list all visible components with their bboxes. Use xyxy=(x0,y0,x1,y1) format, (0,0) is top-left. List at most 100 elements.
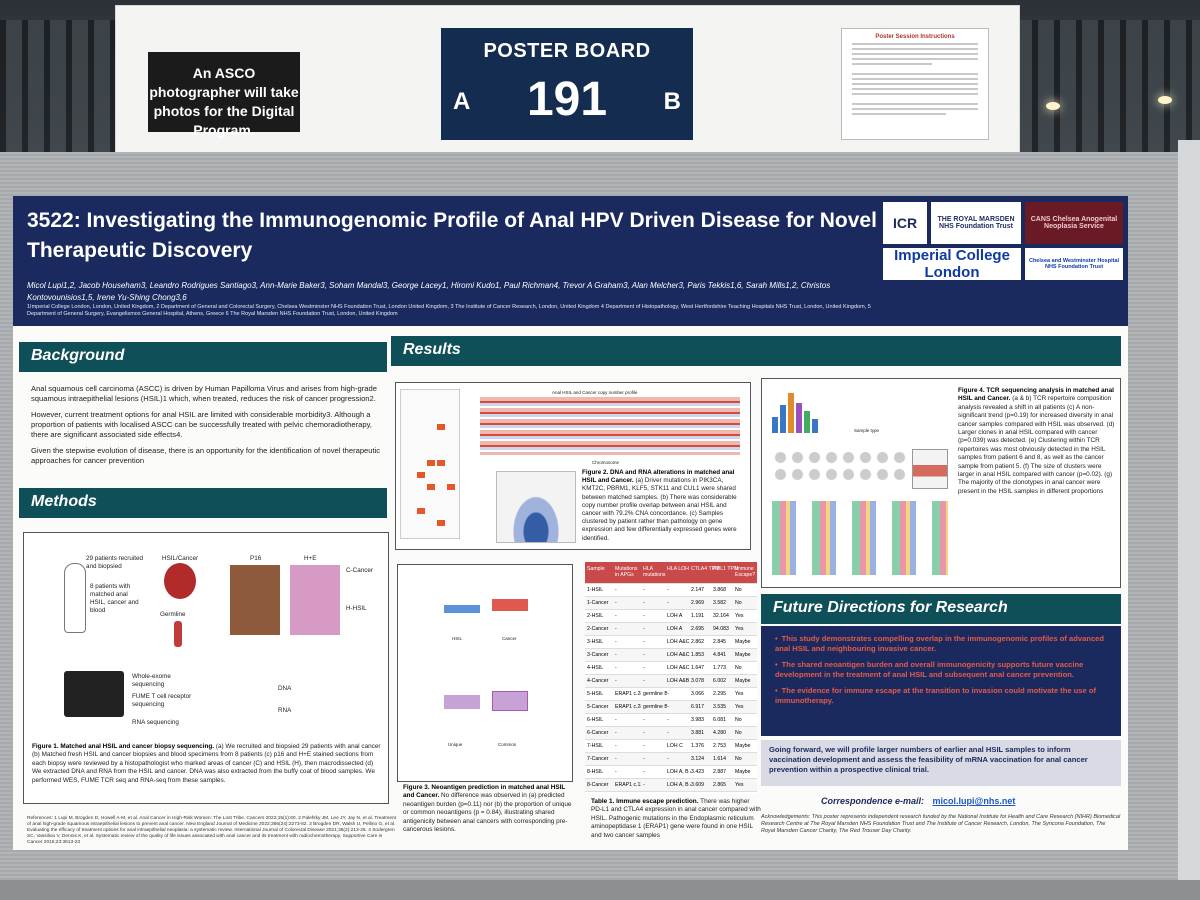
table-row: 6-HSIL - - - 3.983 6.081 No xyxy=(585,714,757,727)
future-bullet: The shared neoantigen burden and overall… xyxy=(775,660,1107,680)
correspondence-email-link[interactable]: micol.lupi@nhs.net xyxy=(932,796,1016,806)
table-header-cell: HLA mutations xyxy=(643,566,666,578)
figure-2-panel: Anal HSIL and Cancer copy number profile… xyxy=(395,382,751,550)
clonotype-alluvial-plots xyxy=(772,501,948,575)
table-cell: - xyxy=(643,769,645,775)
method-label-he: H+E xyxy=(304,555,317,562)
table-cell: 2.845 xyxy=(713,639,726,645)
poster-authors: Micol Lupi1,2, Jacob Househam3, Leandro … xyxy=(27,281,831,302)
figure-4-caption-title: Figure 4. TCR sequencing analysis in mat… xyxy=(958,387,1114,403)
adjacent-board xyxy=(1178,140,1200,900)
table-cell: - xyxy=(615,587,617,593)
table-cell: 2.969 xyxy=(691,600,704,606)
table-cell: 2.753 xyxy=(713,743,726,749)
biopsy-tissue-image xyxy=(164,563,196,599)
table-cell: - xyxy=(615,756,617,762)
going-forward-text: Going forward, we will profile larger nu… xyxy=(761,740,1121,786)
table-cell: 3.124 xyxy=(691,756,704,762)
method-label-p16: P16 xyxy=(250,555,262,562)
copy-number-profile-chart xyxy=(480,397,740,455)
method-label-recruited: 29 patients recruited and biopsied xyxy=(86,555,144,570)
table-cell: - xyxy=(615,665,617,671)
he-slide-image xyxy=(290,565,340,635)
table-cell: 3.609 xyxy=(691,782,704,788)
royal-marsden-logo: THE ROYAL MARSDEN NHS Foundation Trust xyxy=(931,202,1021,244)
table-cell: - xyxy=(615,600,617,606)
table-cell: - xyxy=(643,717,645,723)
table-cell: 7-HSIL xyxy=(587,743,604,749)
method-label-h-hsil: H-HSIL xyxy=(346,605,367,612)
table-cell: No xyxy=(735,717,742,723)
table-cell: 6.002 xyxy=(713,678,726,684)
table-cell: - xyxy=(667,717,669,723)
table-row: 8-Cancer ERAP1 c.1280G>C (missense)- LOH A… xyxy=(585,779,757,792)
method-label-wes: Whole-exome sequencing xyxy=(132,673,171,688)
table-cell: 1.647 xyxy=(691,665,704,671)
table-cell: 3.535 xyxy=(713,704,726,710)
table-cell: 1.614 xyxy=(713,756,726,762)
table-cell: No xyxy=(735,587,742,593)
table-cell: Yes xyxy=(735,626,744,632)
table-cell: 2.695 xyxy=(691,626,704,632)
table-row: 4-Cancer - - LOH A&B 3.078 6.002 Maybe xyxy=(585,675,757,688)
ceiling-lamp xyxy=(1158,96,1172,104)
table-cell: LOH A xyxy=(667,626,683,632)
table-cell: 6-HSIL xyxy=(587,717,604,723)
table-row: 3-HSIL - - LOH A&C 2.862 2.845 Maybe xyxy=(585,636,757,649)
table-cell: 3.983 xyxy=(691,717,704,723)
table-cell: - xyxy=(643,665,645,671)
table-cell: - xyxy=(667,704,669,710)
table-cell: No xyxy=(735,756,742,762)
table-cell: ERAP1 c.2818+2T>C (splice variant) xyxy=(615,691,641,697)
table-cell: 2.147 xyxy=(691,587,704,593)
table-header-cell: Sample xyxy=(587,566,605,572)
figure-2-caption-title: Figure 2. DNA and RNA alterations in mat… xyxy=(582,469,735,485)
tcr-composition-bars xyxy=(772,389,832,433)
figure-4-panel: Sample type Figure 4. TCR sequencing ana… xyxy=(761,378,1121,588)
table-cell: 2.295 xyxy=(713,691,726,697)
figure-2-caption: Figure 2. DNA and RNA alterations in mat… xyxy=(582,469,746,543)
board-side-a: A xyxy=(453,88,471,115)
figure-1-caption: Figure 1. Matched anal HSIL and cancer b… xyxy=(32,743,382,785)
board-label: POSTER BOARD xyxy=(483,40,651,62)
table-cell: Yes xyxy=(735,782,744,788)
table-row: 8-HSIL - - LOH A, B & C3.423 2.887 Maybe xyxy=(585,766,757,779)
future-bullet: The evidence for immune escape at the tr… xyxy=(775,686,1107,706)
table-cell: germline B xyxy=(643,704,667,710)
table-cell: - xyxy=(643,678,645,684)
icr-logo: ICR xyxy=(883,202,927,244)
cluster-size-boxplot xyxy=(912,449,948,489)
table-cell: 2.862 xyxy=(691,639,704,645)
figure-3-caption-title: Figure 3. Neoantigen prediction in match… xyxy=(403,784,566,800)
table-1-caption-text: There was higher PD-L1 and CTLA4 express… xyxy=(591,798,761,839)
chelsea-westminster-logo: Chelsea and Westminster Hospital NHS Fou… xyxy=(1025,248,1123,280)
table-cell: Maybe xyxy=(735,678,751,684)
background-paragraph: Anal squamous cell carcinoma (ASCC) is d… xyxy=(31,384,377,403)
table-cell: - xyxy=(643,600,645,606)
future-bullet: This study demonstrates compelling overl… xyxy=(775,634,1107,654)
table-cell: - xyxy=(615,626,617,632)
table-1-caption-title: Table 1. Immune escape prediction. xyxy=(591,798,699,805)
table-cell: - xyxy=(643,730,645,736)
cans-logo: CANS Chelsea Anogenital Neoplasia Servic… xyxy=(1025,202,1123,244)
background-text: Anal squamous cell carcinoma (ASCC) is d… xyxy=(31,384,387,472)
table-header-cell: HLA LOH xyxy=(667,566,689,572)
table-cell: No xyxy=(735,730,742,736)
method-label-germline: Germline xyxy=(160,611,186,618)
patient-figure-icon xyxy=(64,563,86,633)
table-header-cell: Immune Escape? xyxy=(735,566,756,578)
board-base xyxy=(0,880,1200,900)
figure-3-caption-text: No difference was observed in (a) predic… xyxy=(403,792,572,834)
table-cell: 3.078 xyxy=(691,678,704,684)
table-cell: 6.917 xyxy=(691,704,704,710)
table-row: 5-Cancer ERAP1 c.2818+2T>C (splice varian… xyxy=(585,701,757,714)
figure-3-x-label-cancer: Cancer xyxy=(502,636,517,641)
table-cell: - xyxy=(667,691,669,697)
table-cell: 1.853 xyxy=(691,652,704,658)
table-row: 7-Cancer - - -3.124 1.614 No xyxy=(585,753,757,766)
table-cell: 3-Cancer xyxy=(587,652,609,658)
neoantigen-box-hsil xyxy=(444,605,480,613)
board-side-b: B xyxy=(663,88,681,115)
method-label-fume: FUME T cell receptor sequencing xyxy=(132,693,192,708)
method-label-hsil-cancer: HSIL/Cancer xyxy=(162,555,199,562)
